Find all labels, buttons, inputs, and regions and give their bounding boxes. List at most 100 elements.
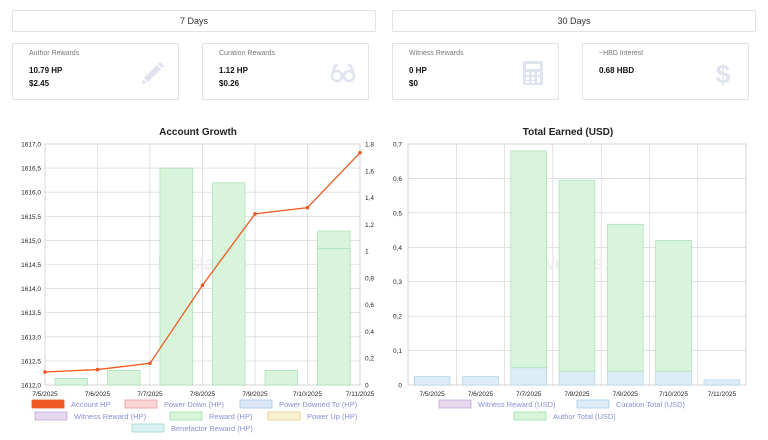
legend-swatch <box>267 411 301 421</box>
y-right-tick-label: 0,2 <box>365 356 374 363</box>
legend-label: Author Total (USD) <box>553 412 616 421</box>
svg-text:$: $ <box>716 60 731 86</box>
y-left-tick-label: 1616,0 <box>21 190 41 197</box>
y-left-tick-label: 1614,0 <box>21 286 41 293</box>
y-tick-label: 0,3 <box>393 279 402 286</box>
card-title: Author Rewards <box>29 50 80 57</box>
y-right-tick-label: 1,2 <box>365 222 374 229</box>
legend-swatch <box>513 411 547 421</box>
hbd-interest-card: ~HBD Interest 0.68 HBD $ <box>582 43 749 100</box>
legend-label: Account HP <box>71 400 111 409</box>
legend-label: Witness Reward (USD) <box>478 400 556 409</box>
legend-swatch <box>576 399 610 409</box>
account-hp-point <box>148 361 152 366</box>
x-tick-label: 7/5/2025 <box>32 391 58 398</box>
x-tick-label: 7/7/2025 <box>516 391 542 398</box>
y-left-tick-label: 1615,5 <box>21 214 41 221</box>
legend-swatch <box>169 411 203 421</box>
author-bar <box>510 150 547 369</box>
reward-bar <box>212 182 246 386</box>
y-left-tick-label: 1614,5 <box>21 262 41 269</box>
legend-swatch <box>239 399 273 409</box>
legend-label: Power Up (HP) <box>307 412 358 421</box>
y-tick-label: 0,1 <box>393 348 402 355</box>
reward-bar <box>159 167 193 386</box>
card-value-usd: $0.26 <box>219 79 240 88</box>
y-tick-label: 0 <box>398 383 402 390</box>
x-tick-label: 7/6/2025 <box>468 391 494 398</box>
curation-bar <box>510 367 547 386</box>
reward-bar <box>54 378 88 386</box>
y-right-tick-label: 1,4 <box>365 195 374 202</box>
reward-bar <box>107 369 141 386</box>
y-left-tick-label: 1613,0 <box>21 334 41 341</box>
curation-bar <box>462 376 499 386</box>
calculator-icon <box>523 61 543 85</box>
tab-7-days-label: 7 Days <box>179 16 208 26</box>
x-tick-label: 7/8/2025 <box>564 391 590 398</box>
x-tick-label: 7/10/2025 <box>293 391 322 398</box>
account-hp-point <box>43 370 47 374</box>
account-hp-point <box>358 150 362 155</box>
legend-swatch <box>34 411 68 421</box>
x-tick-label: 7/7/2025 <box>137 391 163 398</box>
y-tick-label: 0,5 <box>393 210 402 217</box>
author-bar <box>607 223 644 372</box>
card-value-hbd: 0.68 HBD <box>599 66 635 75</box>
legend-swatch <box>131 423 165 433</box>
witness-rewards-card: Witness Rewards 0 HP $0 <box>392 43 559 100</box>
account-hp-point <box>305 205 310 210</box>
x-tick-label: 7/11/2025 <box>346 391 375 398</box>
legend-label: Benefactor Reward (HP) <box>171 424 253 433</box>
author-bar <box>655 240 692 372</box>
legend-swatch <box>31 399 65 409</box>
tab-30-days[interactable]: 30 Days <box>392 10 756 32</box>
card-value-hp: 1.12 HP <box>219 66 248 75</box>
x-tick-label: 7/8/2025 <box>190 391 216 398</box>
account-growth-chart: Account Growth 1612,0 1612,5 1613,0 1613,5 16… <box>21 127 375 433</box>
reward-bar <box>317 248 351 386</box>
x-tick-label: 7/5/2025 <box>419 391 445 398</box>
legend-label: Witness Reward (HP) <box>74 412 147 421</box>
curation-bar <box>655 370 692 386</box>
y-right-tick-label: 0,8 <box>365 275 374 282</box>
curation-bar <box>558 370 596 386</box>
y-left-tick-label: 1613,5 <box>21 310 41 317</box>
chart-title: Account Growth <box>159 127 237 138</box>
card-value-usd: $2.45 <box>29 79 50 88</box>
y-right-tick-label: 0,4 <box>365 329 374 336</box>
x-tick-label: 7/9/2025 <box>242 391 268 398</box>
curation-bar <box>703 379 741 386</box>
x-tick-label: 7/11/2025 <box>708 391 737 398</box>
card-value-hp: 10.79 HP <box>29 66 63 75</box>
account-hp-point <box>200 283 205 288</box>
y-tick-label: 0,7 <box>393 142 402 149</box>
y-right-tick-label: 1,6 <box>365 168 374 175</box>
chart-title: Total Earned (USD) <box>523 127 613 138</box>
tab-7-days[interactable]: 7 Days <box>12 10 376 32</box>
x-tick-label: 7/6/2025 <box>85 391 111 398</box>
curation-bar <box>413 376 451 386</box>
legend-label: Power Down (HP) <box>164 400 225 409</box>
curation-rewards-card: Curation Rewards 1.12 HP $0.26 <box>202 43 369 100</box>
x-tick-label: 7/9/2025 <box>613 391 639 398</box>
curation-bar <box>607 370 644 386</box>
account-hp-point <box>253 212 257 216</box>
total-earned-chart: Total Earned (USD) 0 0,1 0,2 0,3 0,4 0,5 0,6 0,7… <box>393 127 747 421</box>
y-left-tick-label: 1612,5 <box>21 358 41 365</box>
card-value-usd: $0 <box>409 79 418 88</box>
pencil-icon <box>142 62 164 84</box>
tab-30-days-label: 30 Days <box>557 16 591 26</box>
y-right-tick-label: 0,6 <box>365 302 374 309</box>
y-tick-label: 0,6 <box>393 176 402 183</box>
y-tick-label: 0,4 <box>393 245 402 252</box>
y-tick-label: 0,2 <box>393 314 402 321</box>
glasses-icon <box>330 63 356 83</box>
y-left-tick-label: 1617,0 <box>21 142 41 149</box>
x-tick-label: 7/10/2025 <box>659 391 688 398</box>
y-left-tick-label: 1612,0 <box>21 383 41 390</box>
author-rewards-card: Author Rewards 10.79 HP $2.45 <box>12 43 179 100</box>
card-title: Witness Rewards <box>409 50 464 57</box>
plot-border <box>44 143 361 386</box>
reward-bar <box>264 369 298 386</box>
